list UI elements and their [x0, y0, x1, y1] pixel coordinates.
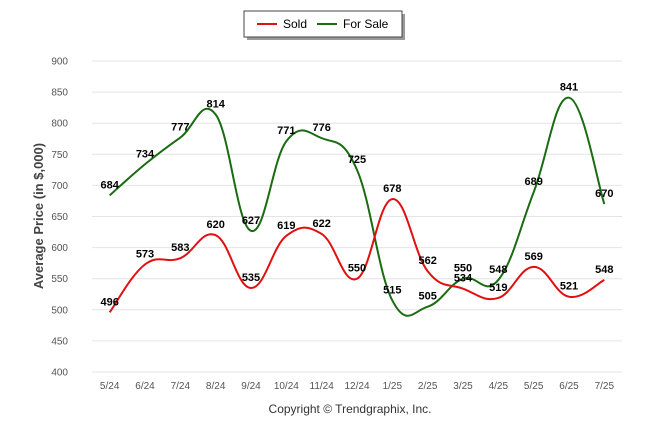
data-label-sold: 534	[454, 273, 473, 285]
data-label-for-sale: 627	[242, 215, 260, 227]
series-line-sold	[108, 198, 605, 313]
y-tick-label: 500	[51, 305, 68, 316]
x-axis-ticks: 5/24 6/24 7/24 8/24 9/24 10/24 11/24 12/24 1/25 2…	[100, 381, 615, 392]
x-tick-label: 9/24	[241, 381, 261, 392]
data-label-for-sale: 689	[524, 176, 542, 188]
x-tick-label: 4/25	[489, 381, 509, 392]
data-label-sold: 573	[136, 248, 154, 260]
y-axis-ticks: 400 450 500 550 600 650 700 750 800 850 900	[51, 57, 68, 379]
data-label-for-sale: 550	[454, 263, 472, 275]
y-tick-label: 550	[51, 274, 68, 285]
y-tick-label: 850	[51, 88, 68, 99]
y-tick-label: 800	[51, 119, 68, 130]
x-tick-label: 6/25	[559, 381, 579, 392]
data-label-for-sale: 725	[348, 154, 366, 166]
data-label-for-sale: 505	[418, 291, 436, 303]
grid-lines	[92, 60, 622, 373]
y-tick-label: 400	[51, 368, 68, 379]
x-tick-label: 2/25	[418, 381, 438, 392]
data-label-for-sale: 771	[277, 125, 295, 137]
series-line-for-sale	[109, 96, 606, 317]
y-tick-label: 900	[51, 57, 68, 68]
data-label-sold: 622	[312, 218, 330, 230]
y-tick-label: 750	[51, 150, 68, 161]
legend: Sold For Sale	[243, 10, 405, 40]
data-label-for-sale: 515	[383, 284, 401, 296]
x-tick-label: 8/24	[206, 381, 226, 392]
x-tick-label: 12/24	[344, 381, 369, 392]
data-labels: 496 573 583 620 535 619 622 550 678 562 534 519 569 5…	[100, 82, 613, 309]
copyright-footer: Copyright © Trendgraphix, Inc.	[269, 402, 432, 416]
legend-label-sold: Sold	[283, 17, 307, 31]
data-label-sold: 550	[348, 263, 366, 275]
x-tick-label: 3/25	[453, 381, 473, 392]
x-tick-label: 5/24	[100, 381, 120, 392]
x-tick-label: 7/24	[171, 381, 191, 392]
data-label-sold: 583	[171, 242, 189, 254]
data-label-for-sale: 841	[560, 82, 578, 94]
data-label-sold: 678	[383, 183, 401, 195]
x-tick-label: 10/24	[274, 381, 299, 392]
x-tick-label: 6/24	[135, 381, 155, 392]
data-label-sold: 619	[277, 220, 295, 232]
y-tick-label: 450	[51, 336, 68, 347]
data-label-for-sale: 670	[595, 188, 613, 200]
data-label-for-sale: 776	[312, 122, 330, 134]
data-label-sold: 620	[206, 219, 224, 231]
x-tick-label: 7/25	[595, 381, 615, 392]
y-axis-title: Average Price (in $,000)	[31, 143, 46, 289]
y-tick-label: 650	[51, 212, 68, 223]
data-label-for-sale: 734	[136, 148, 155, 160]
x-tick-label: 1/25	[383, 381, 403, 392]
data-label-for-sale: 814	[206, 98, 225, 110]
data-label-sold: 535	[242, 272, 260, 284]
data-label-sold: 562	[418, 255, 436, 267]
x-tick-label: 5/25	[524, 381, 544, 392]
data-label-for-sale: 777	[171, 122, 189, 134]
data-label-for-sale: 684	[100, 179, 119, 191]
data-label-sold: 519	[489, 282, 507, 294]
data-label-sold: 548	[595, 264, 613, 276]
series-lines	[108, 96, 606, 317]
data-label-sold: 569	[524, 251, 542, 263]
y-tick-label: 700	[51, 181, 68, 192]
data-label-sold: 496	[100, 296, 118, 308]
y-tick-label: 600	[51, 243, 68, 254]
data-label-for-sale: 548	[489, 264, 507, 276]
data-label-sold: 521	[560, 281, 578, 293]
legend-label-for-sale: For Sale	[343, 17, 389, 31]
x-tick-label: 11/24	[310, 381, 335, 392]
